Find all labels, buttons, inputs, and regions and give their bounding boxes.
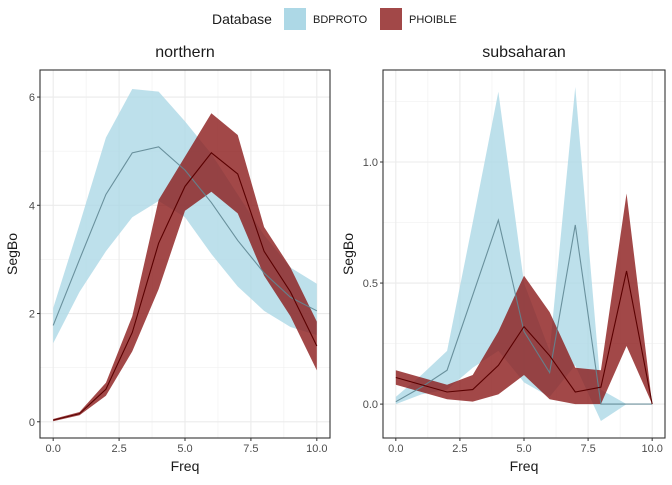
- ribbon-bdproto: [53, 88, 317, 344]
- x-axis-title: Freq: [510, 458, 539, 474]
- panel-title: subsaharan: [482, 44, 566, 61]
- panel-subsaharan: 0.0 2.5 5.0 7.5 10.0 0.0 0.5 1.0 subsaharan Freq S…: [340, 44, 666, 474]
- x-tick-label: 10.0: [306, 443, 327, 455]
- x-tick-label: 5.0: [516, 443, 531, 455]
- series-line-phoible: [53, 152, 318, 421]
- legend-label-phoible: PHOIBLE: [409, 14, 457, 26]
- legend-swatch-bdproto: [284, 8, 306, 30]
- y-tick-label: 0: [29, 417, 35, 429]
- ribbon-bdproto: [395, 86, 653, 422]
- y-axis-title: SegBo: [4, 233, 20, 275]
- legend-title: Database: [212, 11, 272, 27]
- series-line-bdproto: [52, 146, 318, 326]
- legend-swatch-phoible: [380, 8, 402, 30]
- legend: Database BDPROTO PHOIBLE: [212, 8, 457, 30]
- series-line-phoible: [395, 270, 653, 405]
- y-axis-title: SegBo: [340, 233, 356, 275]
- x-tick-label: 0.0: [388, 443, 403, 455]
- x-axis-title: Freq: [171, 458, 200, 474]
- x-tick-label: 0.0: [46, 443, 61, 455]
- x-tick-label: 7.5: [580, 443, 595, 455]
- x-tick-label: 2.5: [452, 443, 467, 455]
- y-tick-label: 2: [29, 309, 35, 321]
- x-tick-label: 7.5: [243, 443, 258, 455]
- x-tick-label: 10.0: [641, 443, 662, 455]
- panel-title: northern: [155, 44, 215, 61]
- ribbon-phoible: [53, 113, 317, 422]
- series-line-bdproto: [395, 218, 653, 405]
- y-tick-label: 4: [29, 200, 35, 212]
- y-tick-label: 6: [29, 92, 35, 104]
- ribbon-phoible: [395, 193, 653, 405]
- panel-northern: 0.0 2.5 5.0 7.5 10.0 0 2 4 6 northern Freq SegBo: [4, 44, 331, 474]
- y-tick-label: 1.0: [363, 157, 378, 169]
- legend-label-bdproto: BDPROTO: [313, 14, 368, 26]
- y-tick-label: 0.0: [363, 399, 378, 411]
- x-tick-label: 5.0: [177, 443, 192, 455]
- x-tick-label: 2.5: [111, 443, 126, 455]
- y-tick-label: 0.5: [363, 278, 378, 290]
